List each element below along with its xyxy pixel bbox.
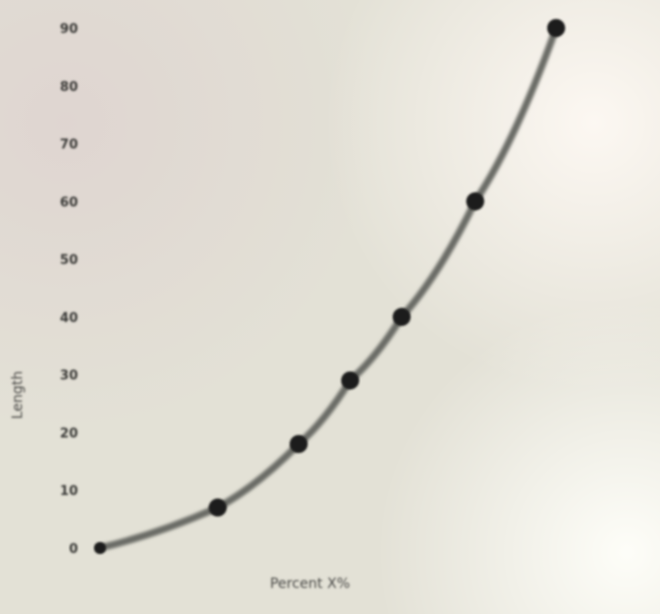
y-tick-label: 90 xyxy=(60,22,78,37)
data-points xyxy=(94,19,566,554)
y-tick-label: 40 xyxy=(60,311,78,326)
data-point xyxy=(466,192,485,211)
y-tick-label: 80 xyxy=(60,80,78,95)
series-path xyxy=(96,24,560,552)
data-point xyxy=(94,542,106,554)
y-tick-label: 60 xyxy=(60,195,78,210)
x-axis-label: Percent X% xyxy=(270,576,350,592)
y-tick-label: 10 xyxy=(60,484,78,499)
grid xyxy=(94,18,623,556)
data-point xyxy=(289,435,308,453)
y-tick-label: 70 xyxy=(60,138,78,153)
data-point xyxy=(341,371,360,390)
y-tick-label: 20 xyxy=(60,426,78,441)
y-axis-label: Length xyxy=(10,371,26,419)
y-tick-label: 0 xyxy=(69,542,78,557)
data-point xyxy=(547,19,566,37)
y-tick-label: 30 xyxy=(60,369,78,384)
data-point xyxy=(208,498,227,517)
y-tick-label: 50 xyxy=(60,253,78,268)
data-point xyxy=(392,307,411,326)
series-line xyxy=(96,24,560,552)
y-tick-labels: 0 10 20 30 40 50 60 70 80 90 xyxy=(60,22,78,557)
